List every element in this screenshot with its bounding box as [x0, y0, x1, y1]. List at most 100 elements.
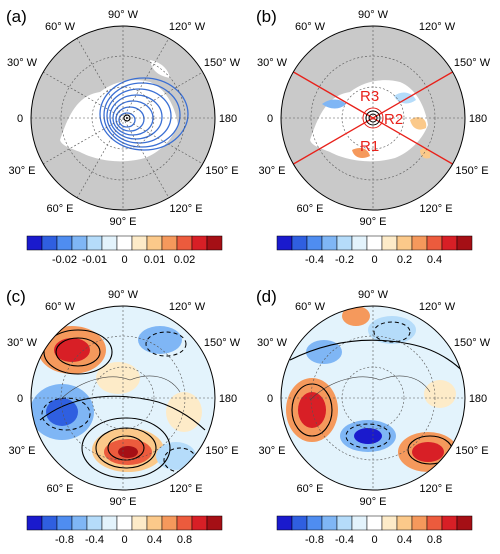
colorbar-segment — [161, 235, 178, 251]
colorbar-segment — [306, 235, 323, 251]
colorbar-segment — [41, 235, 58, 251]
region-label-r1: R1 — [360, 138, 379, 155]
region-label-r3: R3 — [360, 88, 379, 105]
colorbar-segment — [366, 515, 383, 531]
shading-c — [31, 326, 202, 472]
panel-label: (b) — [256, 7, 277, 26]
colorbar-segment — [146, 515, 163, 531]
lon-label: 90° E — [109, 216, 136, 228]
panel-c: (c) — [6, 287, 241, 508]
map-c — [31, 306, 215, 490]
graticule-c — [31, 306, 215, 490]
lon-label: 90° W — [358, 9, 389, 21]
colorbar-tick-label: -0.01 — [82, 254, 107, 266]
lon-label: 150° E — [205, 165, 238, 177]
colorbar-d: -0.8 -0.4 0 0.4 0.8 — [276, 515, 473, 546]
lon-label: 0 — [267, 113, 273, 125]
lon-label: 30° E — [8, 445, 35, 457]
lon-label: 30° W — [7, 337, 38, 349]
lon-label: 30° W — [7, 57, 38, 69]
colorbar-c: -0.8 -0.4 0 0.4 0.8 — [26, 515, 223, 546]
lon-label: 30° E — [258, 445, 285, 457]
lon-label: 60° E — [46, 203, 73, 215]
lon-label: 60° W — [45, 301, 76, 313]
lon-label: 120° W — [169, 21, 206, 33]
lon-label: 180 — [469, 393, 487, 405]
colorbar-segment — [86, 515, 103, 531]
lon-label: 120° E — [169, 483, 202, 495]
colorbar-segment — [116, 235, 133, 251]
lon-label: 150° W — [204, 337, 241, 349]
colorbar-segment — [26, 515, 43, 531]
colorbar-segment — [426, 235, 443, 251]
colorbar-segment — [441, 515, 458, 531]
lon-label: 90° E — [109, 496, 136, 508]
colorbar-segment — [101, 235, 118, 251]
colorbar-segment — [351, 515, 368, 531]
graticule-a — [31, 26, 215, 210]
colorbar-segment — [336, 515, 353, 531]
colorbar-segment — [176, 235, 193, 251]
colorbar-tick-label: 0 — [371, 534, 377, 546]
colorbar-segment — [116, 515, 133, 531]
region-label-r2: R2 — [384, 111, 403, 128]
colorbar-segment — [306, 515, 323, 531]
colorbar-segment — [351, 235, 368, 251]
anomaly-rings-a — [99, 77, 189, 151]
colorbar-tick-label: -0.8 — [55, 534, 74, 546]
colorbar-tick-label: -0.2 — [335, 254, 354, 266]
colorbar-segment — [276, 235, 293, 251]
lon-label: 90° W — [358, 289, 389, 301]
colorbar-segment — [191, 235, 208, 251]
lon-label: 60° E — [296, 483, 323, 495]
colorbar-tick-label: 0.02 — [174, 254, 195, 266]
colorbar-segment — [56, 515, 73, 531]
colorbar-segment — [321, 235, 338, 251]
colorbar-segment — [456, 515, 473, 531]
lon-label: 150° W — [204, 57, 241, 69]
colorbar-tick-label: 0.4 — [427, 254, 442, 266]
colorbar-segment — [321, 515, 338, 531]
panel-b: (b) — [256, 7, 491, 228]
colorbar-b: -0.4 -0.2 0 0.2 0.4 — [276, 235, 473, 266]
colorbar-tick-label: 0 — [121, 254, 127, 266]
colorbar-segment — [396, 515, 413, 531]
colorbar-segment — [71, 235, 88, 251]
graticule-d — [281, 306, 465, 490]
colorbar-segment — [411, 515, 428, 531]
lon-label: 120° E — [169, 203, 202, 215]
colorbar-segment — [101, 515, 118, 531]
lon-label: 90° W — [108, 9, 139, 21]
colorbar-tick-label: 0.8 — [177, 534, 192, 546]
panel-label: (d) — [256, 287, 277, 306]
lon-label: 150° W — [454, 337, 491, 349]
correlation-patches-b — [322, 92, 431, 159]
map-b — [281, 26, 465, 210]
colorbar-tick-label: -0.8 — [305, 534, 324, 546]
contours-c — [39, 329, 206, 479]
colorbar-segment — [191, 515, 208, 531]
lon-label: 120° E — [419, 483, 452, 495]
lon-label: 60° W — [295, 301, 326, 313]
colorbar-segment — [336, 235, 353, 251]
lon-label: 30° W — [257, 57, 288, 69]
lon-label: 180 — [219, 393, 237, 405]
colorbar-segment — [381, 235, 398, 251]
lon-label: 120° E — [419, 203, 452, 215]
lon-label: 30° E — [8, 165, 35, 177]
colorbar-segment — [41, 515, 58, 531]
lon-label: 150° E — [205, 445, 238, 457]
map-a — [31, 26, 215, 210]
colorbar-tick-label: 0 — [121, 534, 127, 546]
colorbar-tick-label: -0.4 — [85, 534, 104, 546]
lon-label: 180 — [469, 113, 487, 125]
colorbar-tick-label: 0.2 — [397, 254, 412, 266]
colorbar-segment — [176, 515, 193, 531]
colorbar-segment — [131, 515, 148, 531]
colorbar-segment — [291, 235, 308, 251]
colorbar-segment — [396, 235, 413, 251]
colorbar-a: -0.02 -0.01 0 0.01 0.02 — [26, 235, 223, 266]
colorbar-tick-label: 0.4 — [397, 534, 412, 546]
colorbar-segment — [146, 235, 163, 251]
